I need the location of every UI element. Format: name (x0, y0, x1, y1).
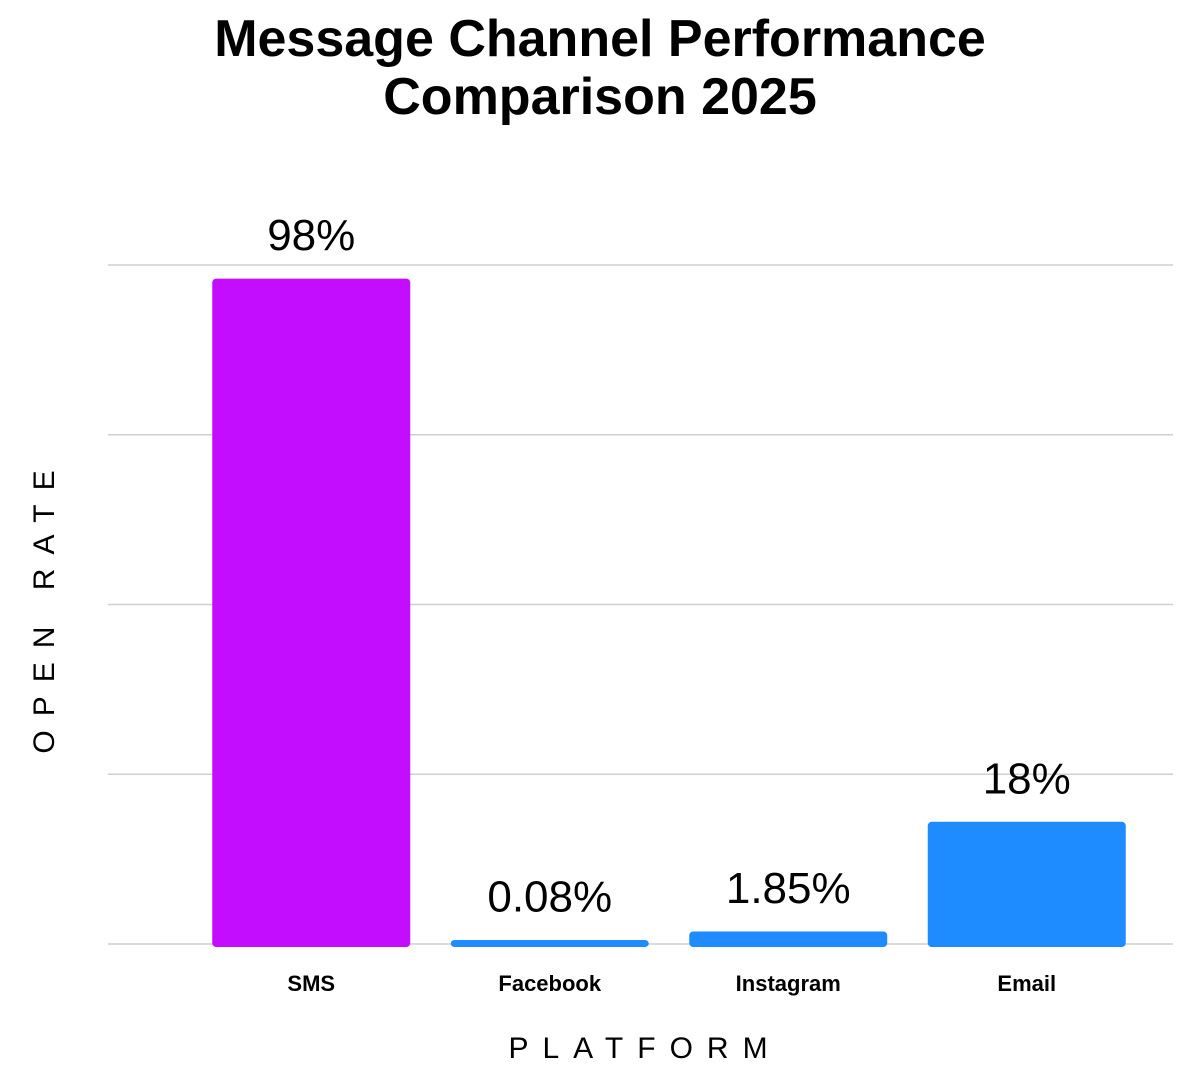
x-tick-label: Instagram (736, 971, 841, 996)
x-tick-label: Email (997, 971, 1056, 996)
bar (927, 821, 1126, 947)
bar (212, 278, 411, 948)
y-axis-title: OPEN RATE (28, 456, 61, 753)
value-label: 1.85% (726, 864, 851, 913)
bar (450, 940, 649, 947)
x-tick-label: Facebook (498, 971, 601, 996)
value-label: 0.08% (487, 873, 612, 922)
value-label: 98% (267, 211, 355, 260)
x-axis-title: PLATFORM (508, 1032, 781, 1065)
bar (689, 931, 888, 947)
x-tick-label: SMS (287, 971, 335, 996)
chart-title: Message Channel Performance Comparison 2… (214, 10, 986, 126)
value-label: 18% (983, 754, 1071, 803)
